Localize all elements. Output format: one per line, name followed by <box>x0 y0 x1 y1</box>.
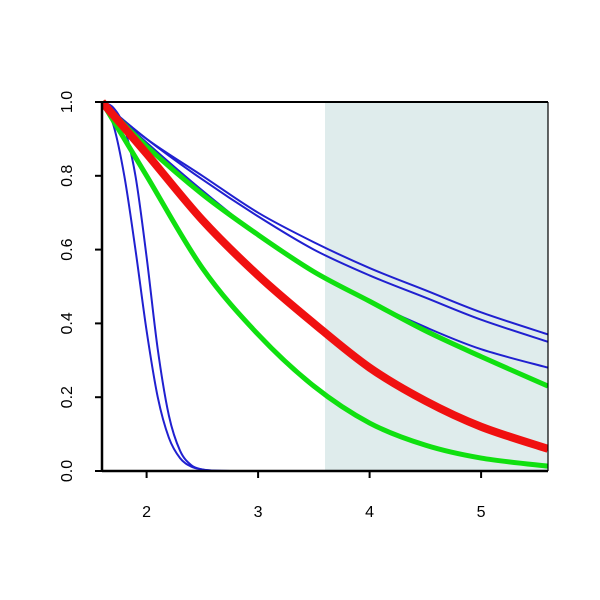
series-line-6 <box>102 100 548 389</box>
x-axis-ticks: 2 3 4 5 <box>142 471 486 521</box>
series-line-1 <box>102 101 548 471</box>
y-tick-label: 0.4 <box>59 312 76 334</box>
y-tick-label: 0.8 <box>59 165 76 187</box>
y-tick-label: 0.2 <box>59 386 76 408</box>
x-tick-label: 2 <box>142 504 151 521</box>
series-line-7 <box>102 99 548 453</box>
series-lines-layer <box>102 99 548 471</box>
y-tick-label: 0.6 <box>59 238 76 260</box>
y-tick-label: 1.0 <box>59 91 76 113</box>
series-line-5 <box>102 101 548 336</box>
y-tick-label: 0.0 <box>59 460 76 482</box>
x-tick-label: 4 <box>365 504 374 521</box>
x-tick-label: 3 <box>254 504 263 521</box>
axes-layer <box>100 101 549 473</box>
series-line-8 <box>102 100 548 469</box>
y-axis-ticks: 0.0 0.2 0.4 0.6 0.8 1.0 <box>59 91 102 482</box>
x-tick-label: 5 <box>477 504 486 521</box>
